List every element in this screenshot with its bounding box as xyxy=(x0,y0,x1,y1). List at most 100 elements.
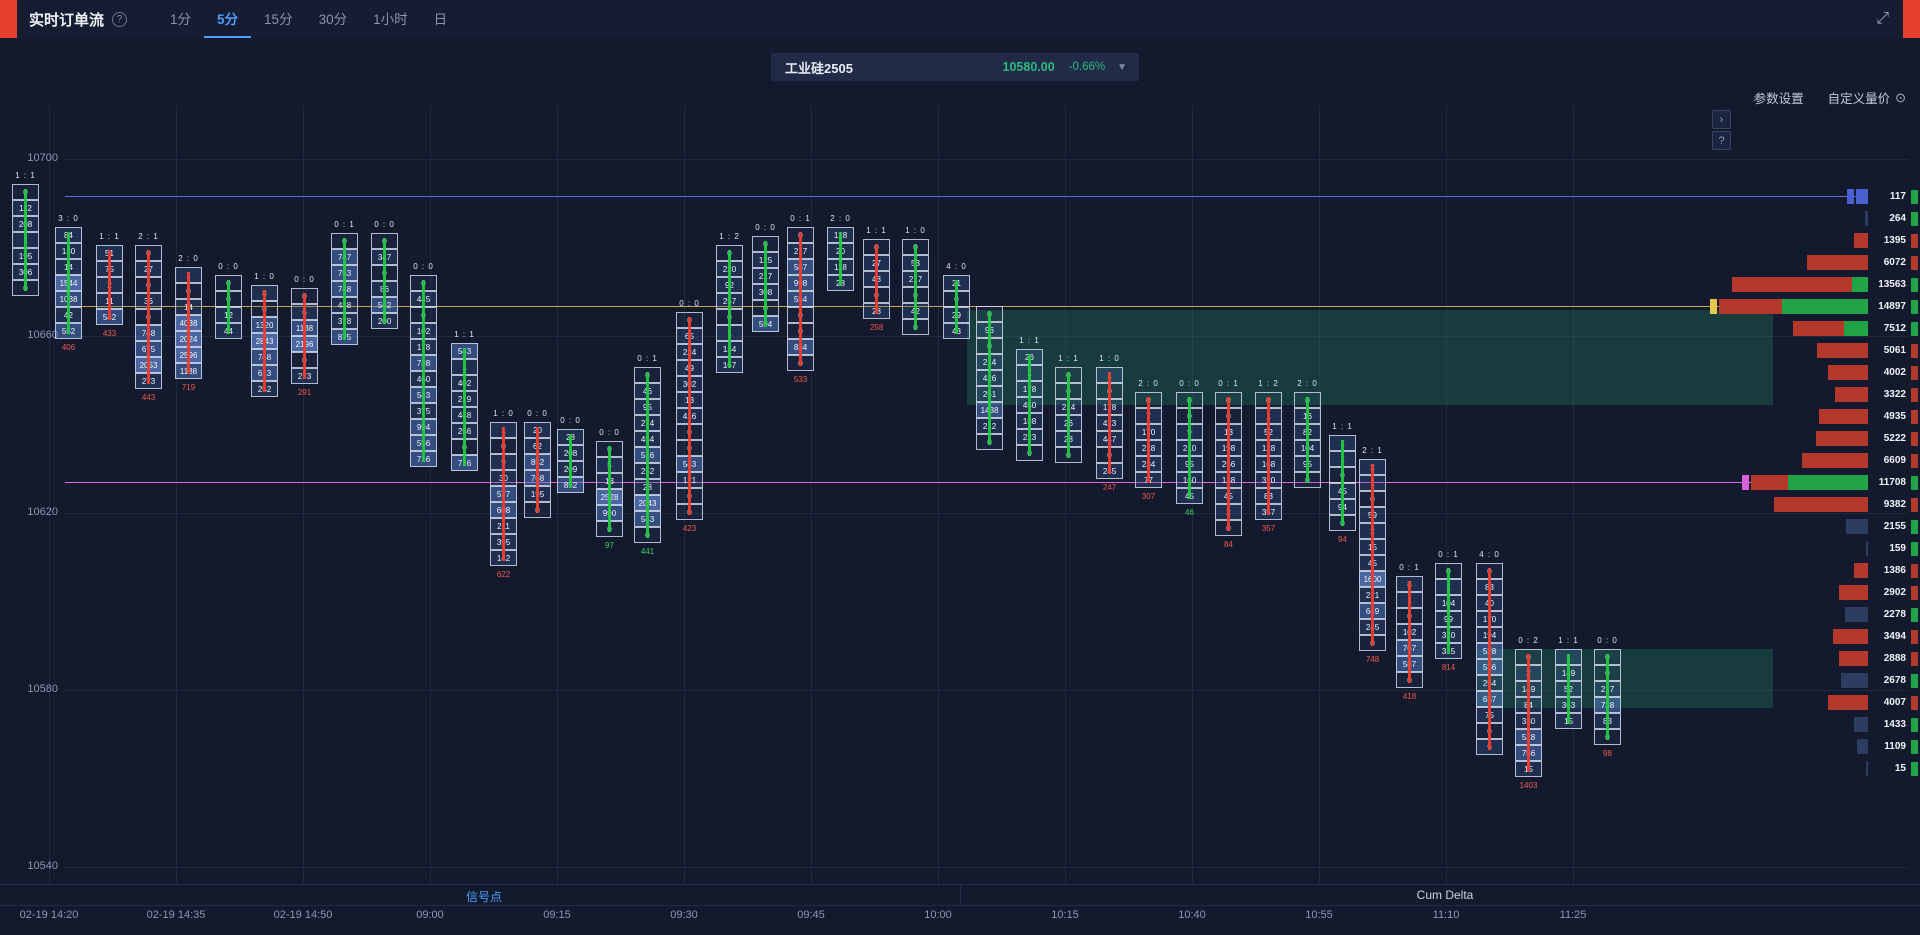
help-icon[interactable]: ? xyxy=(112,11,128,27)
cluster-imbalance-header: 2 : 0 xyxy=(1297,379,1318,388)
profile-bar xyxy=(1854,233,1868,248)
settings-link[interactable]: 参数设置 xyxy=(1754,88,1804,107)
lower-magenta-line xyxy=(65,482,1868,483)
price-ladder-tick xyxy=(1911,542,1918,556)
cluster-delta-footer: 748 xyxy=(1365,655,1380,664)
profile-bar xyxy=(1854,717,1868,732)
cluster-delta-footer: 84 xyxy=(1224,540,1233,549)
price-ladder-tick xyxy=(1911,608,1918,622)
profile-bar xyxy=(1839,585,1868,600)
time-axis-label: 02-19 14:20 xyxy=(19,909,79,921)
cluster-imbalance-header: 1 : 0 xyxy=(905,226,926,235)
profile-bar xyxy=(1774,497,1868,512)
profile-volume-value: 6072 xyxy=(1883,257,1906,268)
cluster-delta-footer: 814 xyxy=(1441,663,1456,672)
cluster-imbalance-header: 1 : 2 xyxy=(719,232,740,241)
candle-delta-line xyxy=(227,280,230,334)
candle-delta-line xyxy=(1028,354,1031,456)
profile-bar xyxy=(1865,211,1868,226)
timeframe-tab-日[interactable]: 日 xyxy=(433,12,448,27)
panel-collapse-button[interactable]: › xyxy=(1712,110,1731,129)
candle-delta-line xyxy=(1488,568,1491,750)
price-ladder-tick xyxy=(1911,256,1918,270)
cluster-delta-footer: 94 xyxy=(1338,535,1347,544)
grid-hline xyxy=(65,513,1908,514)
profile-volume-value: 3494 xyxy=(1883,631,1906,642)
price-axis-label: 10700 xyxy=(27,152,58,164)
profile-bar-sell xyxy=(1751,475,1788,490)
candle-delta-line xyxy=(1408,581,1411,683)
profile-volume-value: 2278 xyxy=(1883,609,1906,620)
cluster-delta-footer: 622 xyxy=(496,570,511,579)
profile-volume-value: 2902 xyxy=(1883,587,1906,598)
grid-vline xyxy=(303,105,304,884)
profile-volume-value: 1109 xyxy=(1884,741,1906,752)
price-ladder-tick xyxy=(1911,432,1918,446)
profile-bar-sell xyxy=(1793,321,1844,336)
cluster-imbalance-header: 2 : 1 xyxy=(1362,446,1383,455)
candle-delta-line xyxy=(728,250,731,368)
timeframe-tab-1分[interactable]: 1分 xyxy=(170,12,192,27)
profile-volume-value: 4002 xyxy=(1883,367,1906,378)
candle-delta-line xyxy=(463,348,466,466)
profile-bar-buy xyxy=(1788,475,1868,490)
cluster-imbalance-header: 0 : 0 xyxy=(374,220,395,229)
time-axis-label: 09:00 xyxy=(416,909,444,921)
profile-volume-value: 11708 xyxy=(1878,477,1906,488)
signal-point-label[interactable]: 信号点 xyxy=(465,890,502,904)
cluster-imbalance-header: 0 : 0 xyxy=(755,223,776,232)
top-toolbar: 实时订单流 ? 1分 5分 15分 30分 1小时 日 ⤢ xyxy=(0,0,1920,38)
candle-delta-line xyxy=(147,250,150,384)
time-axis-label: 10:55 xyxy=(1305,909,1333,921)
candle-delta-line xyxy=(502,427,505,561)
panel-help-button[interactable]: ? xyxy=(1712,131,1731,150)
price-ladder-tick xyxy=(1911,212,1918,226)
timeframe-tab-30分[interactable]: 30分 xyxy=(318,12,348,27)
candle-delta-line xyxy=(914,244,917,330)
cluster-delta-footer: 443 xyxy=(141,393,156,402)
cluster-delta-footer: 357 xyxy=(1261,524,1276,533)
price-ladder-tick xyxy=(1911,498,1918,512)
cum-delta-label[interactable]: Cum Delta xyxy=(1416,888,1474,902)
price-ladder-tick xyxy=(1911,366,1918,380)
cluster-imbalance-header: 0 : 0 xyxy=(1179,379,1200,388)
cluster-imbalance-header: 0 : 1 xyxy=(1218,379,1239,388)
cluster-imbalance-header: 1 : 0 xyxy=(254,272,275,281)
target-icon: ⊙ xyxy=(1895,89,1906,105)
cluster-imbalance-header: 0 : 1 xyxy=(1399,563,1420,572)
timeframe-tab-15分[interactable]: 15分 xyxy=(264,12,293,27)
custom-volume-link[interactable]: 自定义量价 ⊙ xyxy=(1828,88,1906,107)
time-axis-label: 11:25 xyxy=(1559,909,1587,921)
profile-volume-value: 13563 xyxy=(1878,279,1906,290)
cluster-delta-footer: 719 xyxy=(181,383,196,392)
candle-delta-line xyxy=(988,311,991,445)
instrument-selector[interactable]: 工业硅2505 10580.00 -0.66% ▼ xyxy=(771,53,1139,81)
candle-delta-line xyxy=(303,293,306,379)
grid-vline xyxy=(430,105,431,884)
profile-bar xyxy=(1856,189,1868,204)
profile-bar xyxy=(1841,673,1868,688)
expand-icon[interactable]: ⤢ xyxy=(1876,10,1889,27)
timeframe-tab-1小时[interactable]: 1小时 xyxy=(373,12,408,27)
profile-volume-value: 5222 xyxy=(1883,433,1906,444)
timeframe-tabs: 1分 5分 15分 30分 1小时 日 xyxy=(157,0,460,38)
cluster-imbalance-header: 4 : 0 xyxy=(1479,550,1500,559)
candle-delta-line xyxy=(1108,372,1111,474)
timeframe-tab-5分[interactable]: 5分 xyxy=(204,0,252,38)
candle-delta-line xyxy=(764,241,767,327)
cluster-imbalance-header: 1 : 1 xyxy=(99,232,120,241)
cluster-imbalance-header: 1 : 1 xyxy=(1332,422,1353,431)
price-ladder-tick xyxy=(1911,454,1918,468)
candle-delta-line xyxy=(108,250,111,320)
cluster-imbalance-header: 0 : 1 xyxy=(790,214,811,223)
profile-bar-sell xyxy=(1732,277,1852,292)
profile-volume-value: 1386 xyxy=(1883,565,1906,576)
cluster-imbalance-header: 0 : 0 xyxy=(527,409,548,418)
profile-price-marker xyxy=(1847,189,1854,204)
cluster-delta-footer: 418 xyxy=(1402,692,1417,701)
support-zone xyxy=(967,310,1773,405)
candle-delta-line xyxy=(263,290,266,392)
candle-delta-line xyxy=(688,317,691,515)
grid-vline xyxy=(1573,105,1574,884)
